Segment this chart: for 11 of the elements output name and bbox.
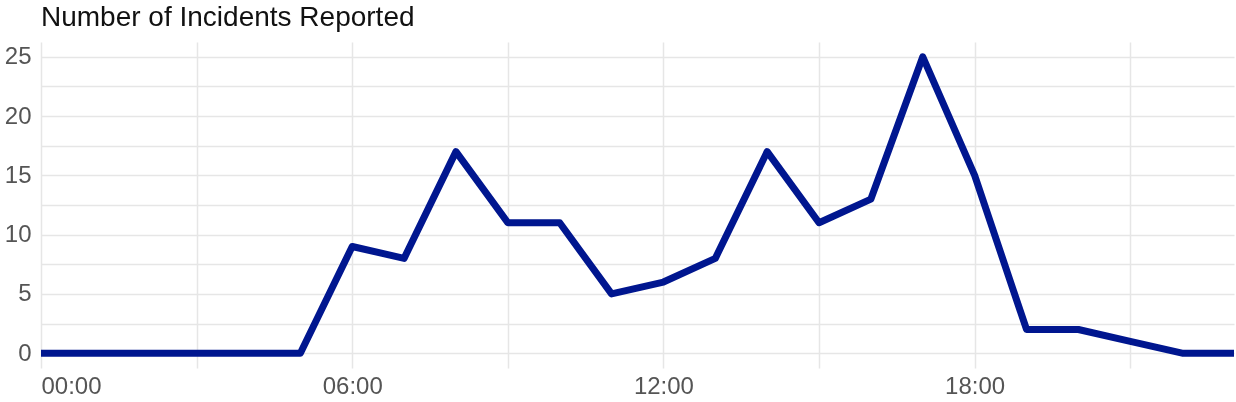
x-tick-label: 12:00 bbox=[633, 371, 694, 399]
y-tick-label: 5 bbox=[18, 279, 32, 307]
x-tick-label: 06:00 bbox=[322, 371, 383, 399]
y-tick-label: 0 bbox=[18, 338, 32, 366]
y-tick-label: 15 bbox=[4, 160, 32, 188]
y-tick-label: 25 bbox=[4, 42, 32, 70]
chart-title: Number of Incidents Reported bbox=[41, 1, 415, 32]
y-tick-label: 20 bbox=[4, 101, 32, 129]
x-tick-label: 00:00 bbox=[41, 371, 102, 399]
x-tick-label: 18:00 bbox=[945, 371, 1006, 399]
y-tick-label: 10 bbox=[4, 220, 32, 248]
